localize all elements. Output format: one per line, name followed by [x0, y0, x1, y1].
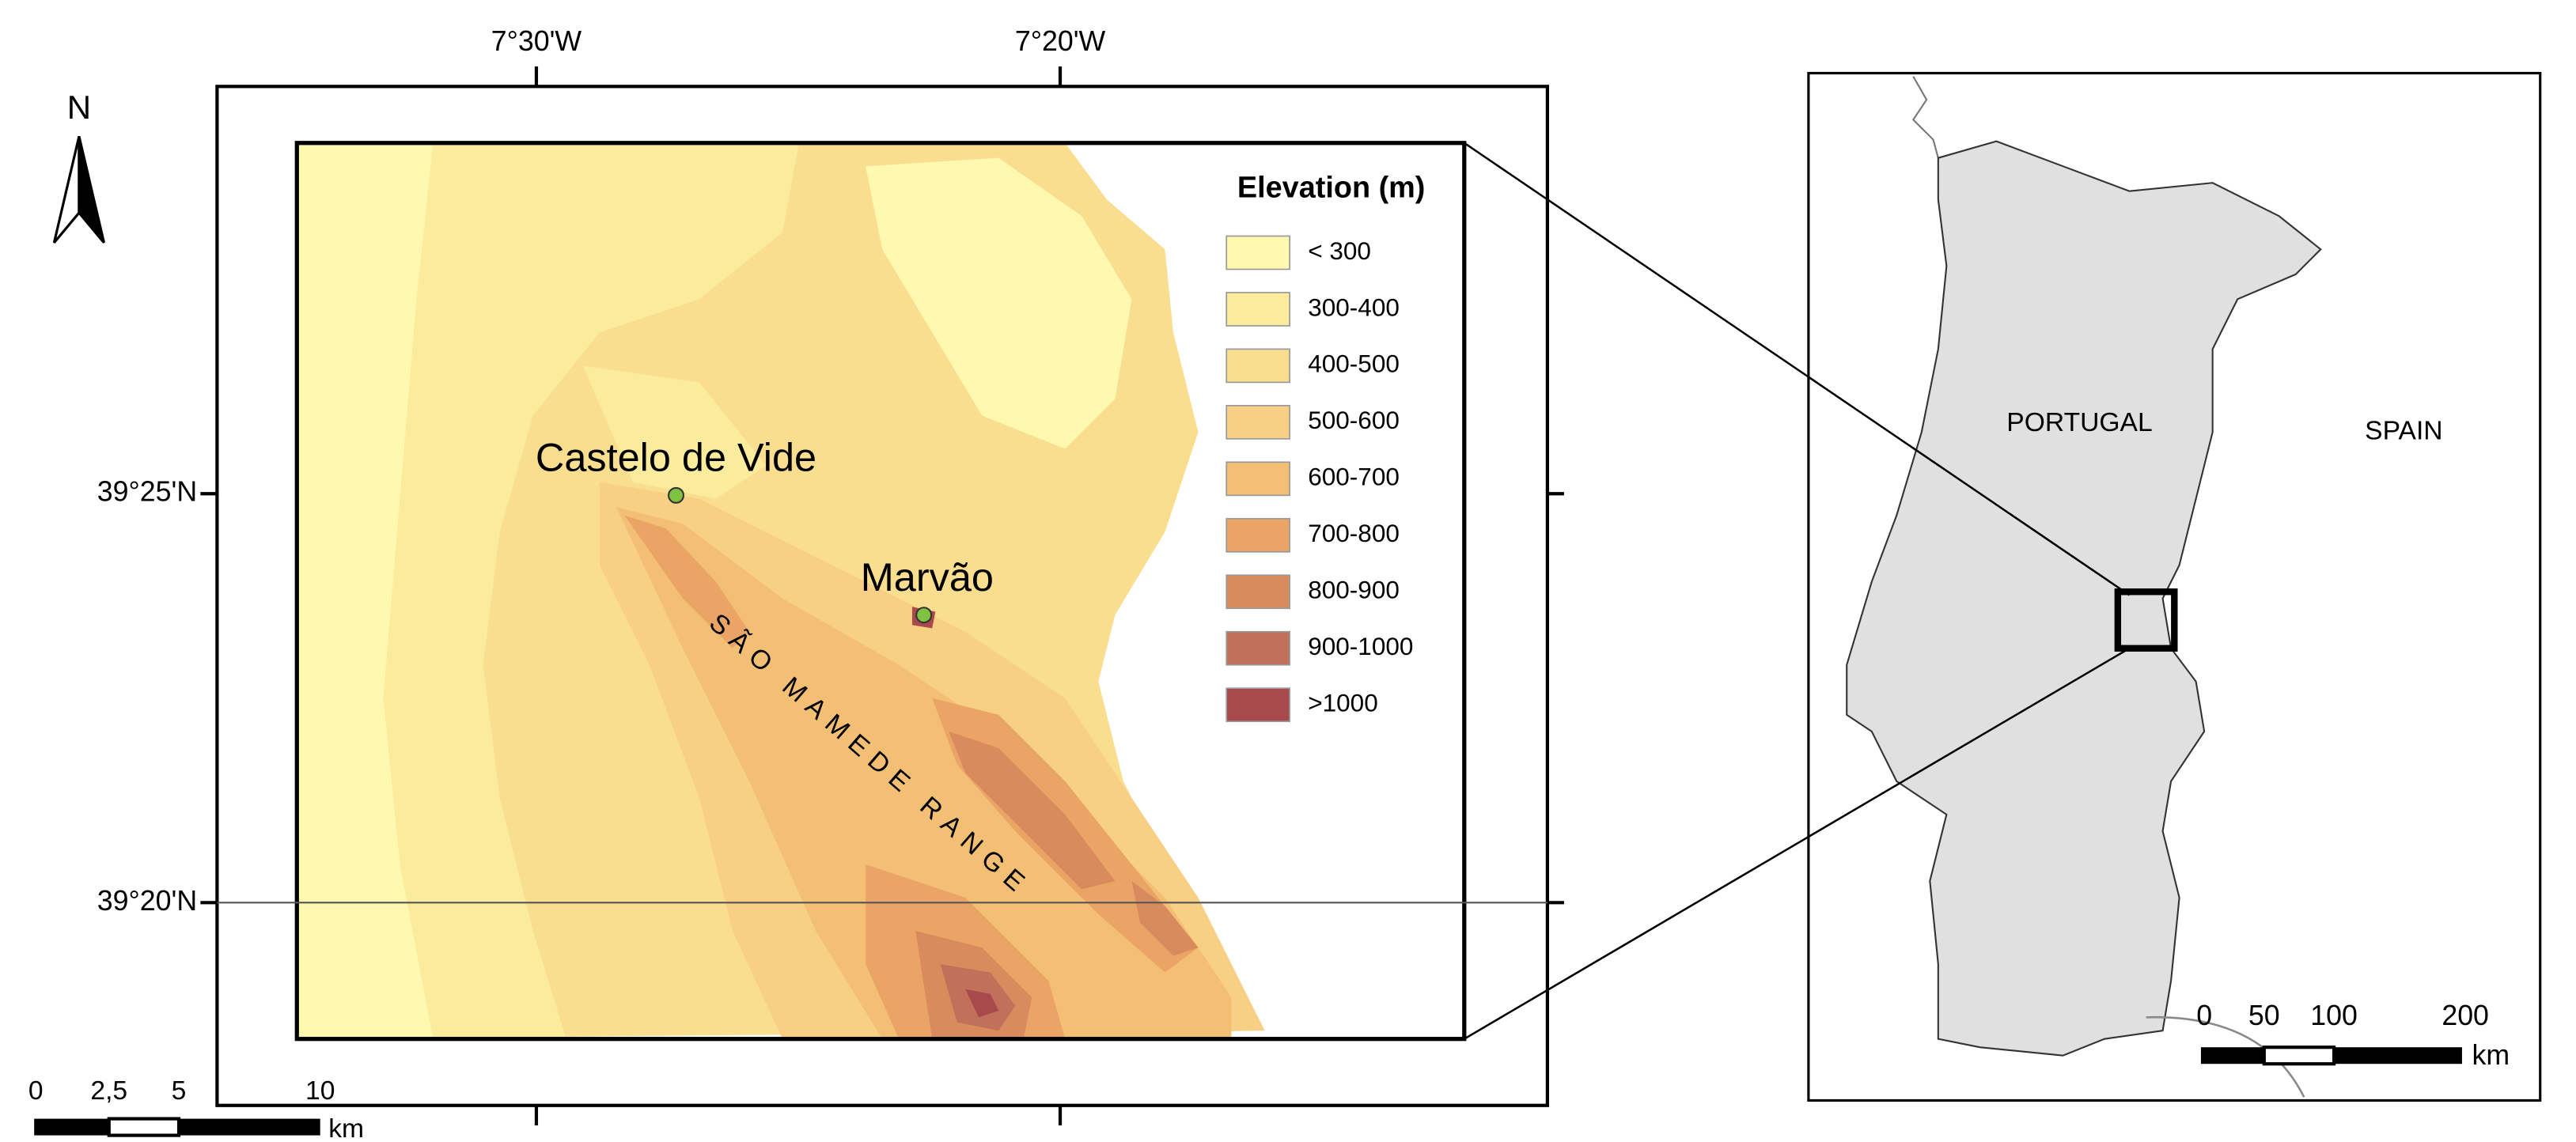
scale-label: 0	[28, 1076, 44, 1106]
coastline	[2146, 1015, 2305, 1098]
terrain-zone	[383, 142, 800, 1039]
ticks	[200, 66, 1564, 1125]
scale-segment	[34, 1118, 109, 1136]
scale-unit: km	[2472, 1039, 2510, 1071]
legend-label: 700-800	[1308, 519, 1400, 547]
legend-label: 300-400	[1308, 293, 1400, 321]
terrain-zone	[582, 365, 767, 499]
scale-unit: km	[328, 1114, 364, 1142]
legend-swatch	[1225, 687, 1290, 723]
north-arrow-left	[52, 135, 81, 244]
connector-line	[1464, 647, 2131, 1040]
scale-label: 100	[2310, 1000, 2358, 1031]
legend-label: >1000	[1308, 689, 1378, 717]
legend-swatch	[1225, 574, 1290, 610]
terrain-zone	[1131, 881, 1199, 956]
scale-segment	[2334, 1047, 2462, 1064]
legend-label: 800-900	[1308, 576, 1400, 604]
country-label: SPAIN	[2365, 416, 2442, 445]
place-marker	[667, 486, 685, 504]
map-neatline	[294, 141, 1467, 1042]
portugal-shape	[1846, 140, 2322, 1057]
connector-line	[1464, 142, 2131, 596]
scale-label: 2,5	[90, 1076, 127, 1106]
legend-swatch	[1225, 348, 1290, 384]
place-marker	[915, 607, 933, 624]
scale-segment	[2200, 1047, 2264, 1064]
scale-label: 200	[2442, 1000, 2489, 1031]
terrain-zone	[949, 731, 1116, 890]
legend-title: Elevation (m)	[1237, 172, 1426, 205]
scale-label: 50	[2248, 1000, 2280, 1031]
north-arrow-right	[78, 135, 105, 244]
country-label: PORTUGAL	[2006, 408, 2152, 437]
legend-label: 400-500	[1308, 350, 1400, 378]
legend-swatch	[1225, 235, 1290, 270]
terrain-zone	[866, 157, 1132, 449]
scale-segment	[107, 1117, 181, 1137]
terrain	[297, 142, 1265, 1039]
legend-swatch	[1225, 517, 1290, 553]
scale-label: 0	[2196, 1000, 2212, 1031]
place-label: Marvão	[861, 554, 994, 599]
legend-swatch	[1225, 461, 1290, 497]
coastline	[1911, 76, 1939, 158]
study-area-box	[2114, 588, 2178, 652]
terrain-zone	[624, 515, 749, 649]
legend-label: 900-1000	[1308, 632, 1413, 660]
terrain-zone	[297, 142, 434, 1039]
legend: Elevation (m) < 300 300-400 400-500 500-600…	[1225, 172, 1426, 723]
legend-swatch	[1225, 630, 1290, 666]
latitude-label: 39°25'N	[97, 476, 197, 508]
legend-label: 600-700	[1308, 463, 1400, 491]
longitude-label: 7°30'W	[491, 25, 582, 57]
longitude-label: 7°20'W	[1015, 25, 1106, 57]
terrain-zone	[965, 989, 999, 1018]
legend-swatch	[1225, 292, 1290, 327]
scale-label: 5	[172, 1076, 187, 1106]
terrain-zone	[616, 507, 1232, 1039]
scale-segment	[2262, 1046, 2336, 1066]
north-label: N	[67, 89, 91, 126]
legend-label: < 300	[1308, 236, 1371, 265]
scale-label: 10	[305, 1076, 335, 1106]
place-label: Castelo de Vide	[536, 435, 816, 480]
scale-segment	[179, 1118, 320, 1136]
latitude-label: 39°20'N	[97, 885, 197, 917]
legend-swatch	[1225, 405, 1290, 440]
legend-label: 500-600	[1308, 406, 1400, 434]
